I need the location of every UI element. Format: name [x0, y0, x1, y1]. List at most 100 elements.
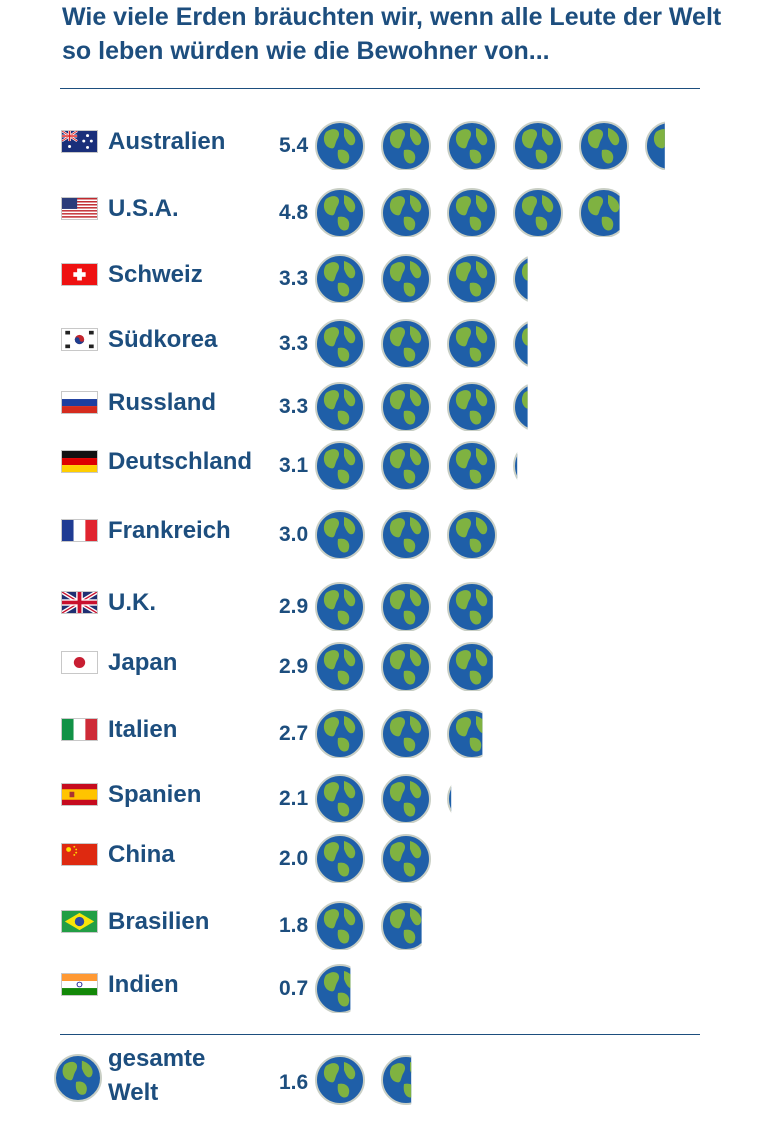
value-label: 3.3 — [279, 332, 309, 355]
country-row: Brasilien 1.8 — [0, 898, 760, 950]
country-row: U.S.A. 4.8 — [0, 185, 760, 237]
country-label: Deutschland — [108, 448, 253, 475]
country-row: Indien 0.7 — [0, 961, 760, 1013]
south-korea-flag — [61, 328, 98, 351]
country-label: Indien — [108, 971, 179, 998]
globe-mark — [513, 188, 563, 237]
globe-bar — [315, 254, 528, 303]
globe-icon — [54, 1054, 102, 1102]
country-label: Russland — [108, 389, 217, 416]
globe-bar — [315, 121, 665, 170]
india-flag — [61, 973, 98, 996]
country-row: Japan 2.9 — [0, 639, 760, 691]
value-label: 4.8 — [279, 201, 309, 224]
globe-mark — [315, 254, 365, 303]
globe-mark — [315, 121, 365, 170]
globe-mark — [381, 382, 431, 431]
globe-mark — [381, 774, 431, 823]
globe-mark — [381, 901, 422, 950]
value-label: 3.3 — [279, 395, 309, 418]
value-label: 3.0 — [279, 523, 309, 546]
globe-mark — [315, 319, 365, 368]
globe-mark — [315, 642, 365, 691]
country-label: Japan — [108, 649, 178, 676]
globe-mark — [315, 582, 365, 631]
germany-flag — [61, 450, 98, 473]
globe-mark — [315, 382, 365, 431]
globe-bar — [315, 319, 528, 368]
country-row: Deutschland 3.1 — [0, 438, 760, 490]
globe-mark — [447, 441, 497, 490]
globe-mark — [381, 510, 431, 559]
spain-flag — [61, 783, 98, 806]
globe-mark — [447, 642, 493, 691]
globe-mark — [447, 382, 497, 431]
country-label: Brasilien — [108, 908, 210, 935]
globe-mark — [513, 121, 563, 170]
globe-mark — [381, 121, 431, 170]
globe-mark — [315, 709, 365, 758]
globe-bar — [315, 901, 422, 950]
top-divider — [60, 88, 700, 89]
world-label-line1: gesamte — [108, 1045, 206, 1072]
country-label: Italien — [108, 716, 178, 743]
globe-bar — [315, 510, 497, 559]
switzerland-flag — [61, 263, 98, 286]
globe-bar — [315, 441, 518, 490]
value-label: 2.9 — [279, 655, 309, 678]
globe-mark — [447, 785, 452, 813]
chart-title: Wie viele Erden bräuchten wir, wenn alle… — [62, 3, 722, 65]
globe-mark — [315, 964, 351, 1013]
globe-mark — [447, 188, 497, 237]
country-row: U.K. 2.9 — [0, 579, 760, 631]
australia-flag — [61, 130, 98, 153]
globe-mark — [381, 319, 431, 368]
usa-flag — [61, 197, 98, 220]
country-label: Spanien — [108, 781, 202, 808]
globe-mark — [315, 1055, 365, 1105]
globe-mark — [579, 188, 620, 237]
country-row: Spanien 2.1 — [0, 771, 760, 823]
country-label: Australien — [108, 128, 226, 155]
uk-flag — [61, 591, 98, 614]
country-row: Russland 3.3 — [0, 379, 760, 431]
globe-mark — [513, 452, 518, 480]
globe-mark — [381, 254, 431, 303]
globe-mark — [447, 319, 497, 368]
value-label: 2.9 — [279, 595, 309, 618]
globe-mark — [513, 256, 528, 302]
value-label: 3.3 — [279, 267, 309, 290]
globe-bar — [315, 582, 493, 631]
globe-mark — [315, 188, 365, 237]
value-label: 1.8 — [279, 914, 309, 937]
value-label: 2.0 — [279, 847, 309, 870]
country-row: Australien 5.4 — [0, 118, 760, 170]
country-label: U.S.A. — [108, 195, 179, 222]
japan-flag — [61, 651, 98, 674]
brazil-flag — [61, 910, 98, 933]
globe-mark — [381, 582, 431, 631]
globe-bar — [315, 709, 483, 758]
globe-mark — [315, 901, 365, 950]
country-label: Schweiz — [108, 261, 203, 288]
globe-mark — [447, 582, 493, 631]
country-row: Schweiz 3.3 — [0, 251, 760, 303]
world-value-label: 1.6 — [279, 1071, 309, 1094]
globe-mark — [447, 254, 497, 303]
globe-mark — [381, 441, 431, 490]
value-label: 5.4 — [279, 134, 309, 157]
country-row: China 2.0 — [0, 831, 760, 883]
globe-mark — [447, 709, 483, 758]
france-flag — [61, 519, 98, 542]
country-row: Südkorea 3.3 — [0, 316, 760, 368]
globe-mark — [315, 774, 365, 823]
value-label: 3.1 — [279, 454, 309, 477]
country-label: Frankreich — [108, 517, 231, 544]
globe-mark — [579, 121, 629, 170]
country-label: Südkorea — [108, 326, 218, 353]
world-label-line2: Welt — [108, 1079, 159, 1106]
value-label: 0.7 — [279, 977, 309, 1000]
italy-flag — [61, 718, 98, 741]
bottom-divider — [60, 1034, 700, 1035]
globe-mark — [381, 642, 431, 691]
